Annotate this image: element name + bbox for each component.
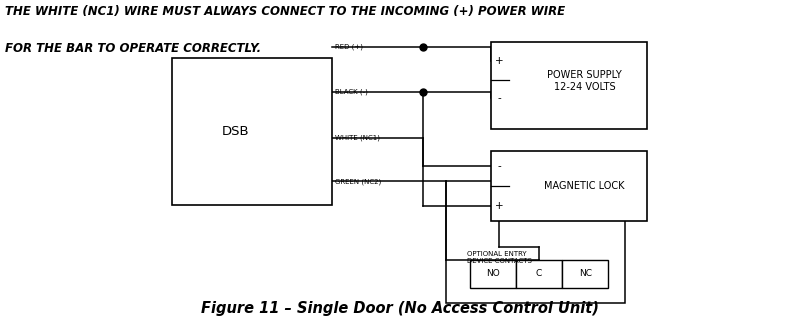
Bar xyxy=(491,151,646,221)
Text: FOR THE BAR TO OPERATE CORRECTLY.: FOR THE BAR TO OPERATE CORRECTLY. xyxy=(5,42,260,55)
Text: -: - xyxy=(497,161,501,171)
Text: RED (+): RED (+) xyxy=(335,44,363,50)
Text: C: C xyxy=(536,269,543,278)
Text: WHITE (NC1): WHITE (NC1) xyxy=(335,135,380,141)
Bar xyxy=(446,181,626,303)
Text: MAGNETIC LOCK: MAGNETIC LOCK xyxy=(544,181,625,191)
Text: THE WHITE (NC1) WIRE MUST ALWAYS CONNECT TO THE INCOMING (+) POWER WIRE: THE WHITE (NC1) WIRE MUST ALWAYS CONNECT… xyxy=(5,5,565,19)
Bar xyxy=(172,58,332,205)
Text: +: + xyxy=(495,201,503,211)
Text: -: - xyxy=(497,93,501,103)
Text: OPTIONAL ENTRY
DEVICE CONTACTS: OPTIONAL ENTRY DEVICE CONTACTS xyxy=(467,251,532,265)
Text: BLACK (-): BLACK (-) xyxy=(335,89,368,95)
Bar xyxy=(491,42,646,128)
Text: +: + xyxy=(495,56,503,66)
Text: GREEN (NC2): GREEN (NC2) xyxy=(335,178,381,185)
Text: POWER SUPPLY
12-24 VOLTS: POWER SUPPLY 12-24 VOLTS xyxy=(547,70,622,92)
Bar xyxy=(516,260,562,288)
Text: NO: NO xyxy=(486,269,499,278)
Text: NC: NC xyxy=(578,269,592,278)
Bar xyxy=(562,260,609,288)
Text: DSB: DSB xyxy=(222,125,250,138)
Bar xyxy=(470,260,516,288)
Text: Figure 11 – Single Door (No Access Control Unit): Figure 11 – Single Door (No Access Contr… xyxy=(201,300,598,316)
